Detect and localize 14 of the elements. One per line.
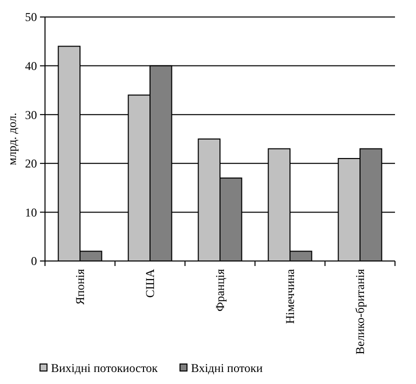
x-tick-label: Японія — [73, 268, 88, 305]
x-tick-label: Німеччина — [283, 268, 298, 324]
x-tick-label: Велико-британія — [353, 268, 368, 354]
y-tick-label: 0 — [31, 254, 37, 268]
y-tick-label: 40 — [25, 59, 37, 73]
y-tick-label: 10 — [25, 205, 37, 220]
legend-label: Вхідні потоки — [191, 361, 264, 376]
y-axis-title: млрд. дол. — [5, 112, 20, 166]
y-tick-label: 30 — [25, 108, 37, 122]
y-tick-label: 20 — [25, 156, 37, 171]
x-tick-label: Франція — [213, 268, 228, 312]
x-tick-label: США — [143, 268, 158, 298]
y-tick-label: 50 — [25, 10, 37, 24]
legend-label: Вихідні потокиосток — [51, 361, 158, 376]
